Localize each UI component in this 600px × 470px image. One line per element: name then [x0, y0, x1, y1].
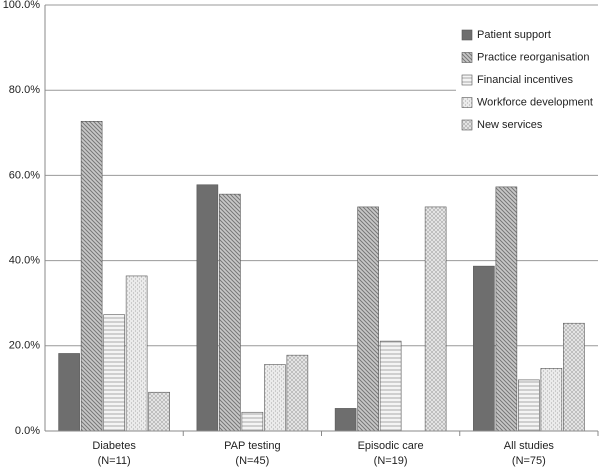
bar — [219, 193, 241, 432]
x-tick-label: (N=75) — [512, 455, 546, 467]
x-tick-label: (N=11) — [98, 455, 131, 467]
bar — [80, 120, 103, 432]
legend-label: Financial incentives — [477, 74, 573, 86]
bar — [379, 340, 402, 432]
bar — [241, 411, 264, 432]
x-tick-label: Diabetes — [92, 440, 136, 452]
legend-swatch — [461, 52, 473, 63]
legend-swatch — [461, 29, 473, 41]
bar — [196, 184, 219, 432]
legend-swatch — [461, 74, 473, 86]
x-tick-label: Episodic care — [358, 440, 424, 452]
legend-label: New services — [477, 119, 543, 131]
bar — [473, 265, 495, 432]
x-tick-label: All studies — [504, 440, 555, 452]
y-tick-label: 80.0% — [9, 84, 40, 96]
x-tick-label: (N=19) — [374, 455, 408, 467]
bar — [103, 314, 125, 432]
x-tick-label: (N=45) — [235, 455, 269, 467]
bar — [264, 364, 286, 432]
bar — [495, 186, 518, 432]
legend-label: Workforce development — [477, 96, 593, 108]
legend-swatch — [461, 97, 473, 108]
y-tick-label: 100.0% — [3, 0, 41, 11]
bar — [540, 368, 563, 432]
legend-swatch — [461, 119, 473, 131]
y-tick-label: 60.0% — [9, 169, 40, 181]
bar — [563, 322, 585, 432]
y-tick-label: 20.0% — [9, 340, 40, 352]
legend-box — [456, 20, 599, 138]
bar — [357, 206, 379, 432]
bar — [424, 206, 447, 432]
legend-label: Practice reorganisation — [477, 51, 590, 63]
bar — [148, 391, 170, 432]
y-tick-label: 40.0% — [9, 255, 40, 267]
y-tick-label: 0.0% — [15, 425, 40, 437]
legend-label: Patient support — [477, 29, 551, 41]
bar — [334, 408, 357, 432]
bar — [518, 379, 540, 432]
bar — [125, 275, 148, 432]
x-tick-label: PAP testing — [224, 440, 280, 452]
bar — [286, 354, 309, 432]
bar — [58, 353, 80, 432]
